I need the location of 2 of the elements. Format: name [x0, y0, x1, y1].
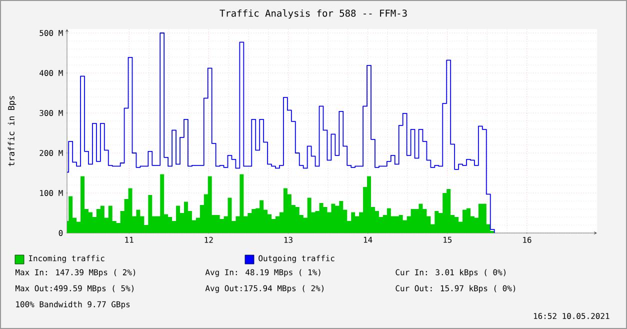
chart-title: Traffic Analysis for 588 -- FFM-3	[220, 9, 407, 19]
y-axis-title: traffic in Bps	[8, 96, 16, 166]
